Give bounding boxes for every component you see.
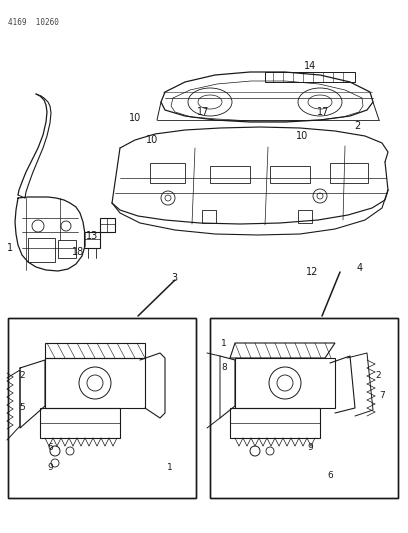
Text: 18: 18 xyxy=(72,247,84,257)
Text: 7: 7 xyxy=(379,392,385,400)
Text: 14: 14 xyxy=(304,61,316,71)
Text: 10: 10 xyxy=(129,113,141,123)
Text: 2: 2 xyxy=(375,372,381,381)
Text: 1: 1 xyxy=(221,338,227,348)
Text: 5: 5 xyxy=(19,403,25,413)
Text: 3: 3 xyxy=(171,273,177,283)
Text: 1: 1 xyxy=(167,464,173,472)
Text: 8: 8 xyxy=(221,364,227,373)
Text: 10: 10 xyxy=(146,135,158,145)
Text: 10: 10 xyxy=(296,131,308,141)
Text: 13: 13 xyxy=(86,231,98,241)
Text: 6: 6 xyxy=(47,443,53,453)
Text: 17: 17 xyxy=(317,107,329,117)
Text: 17: 17 xyxy=(197,107,209,117)
Text: 2: 2 xyxy=(354,121,360,131)
Polygon shape xyxy=(210,318,398,498)
Text: 4169  10260: 4169 10260 xyxy=(8,18,59,27)
Text: 4: 4 xyxy=(357,263,363,273)
Text: 9: 9 xyxy=(47,464,53,472)
Text: 12: 12 xyxy=(306,267,318,277)
Text: 2: 2 xyxy=(19,372,25,381)
Text: 6: 6 xyxy=(327,472,333,481)
Text: 1: 1 xyxy=(7,243,13,253)
Polygon shape xyxy=(8,318,196,498)
Text: 9: 9 xyxy=(307,443,313,453)
